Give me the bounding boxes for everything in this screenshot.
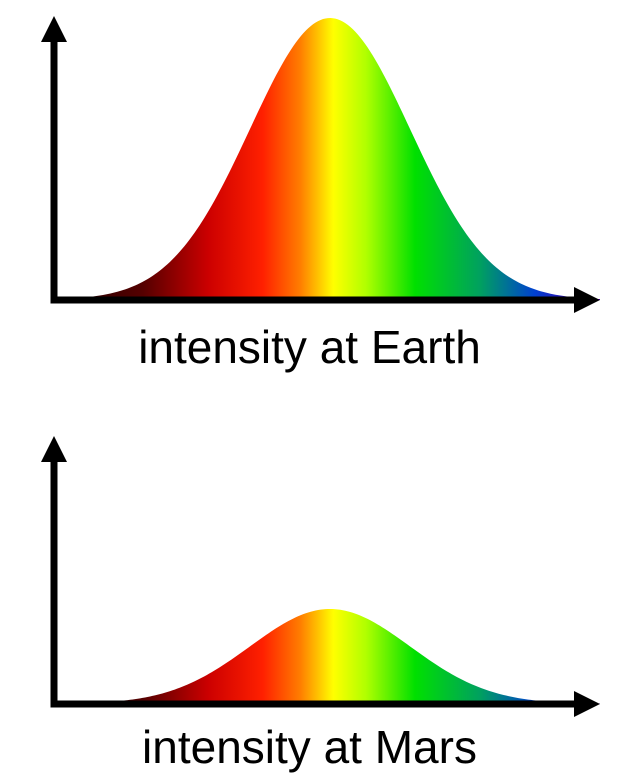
spectrum-area [56,609,600,704]
intensity-chart-earth [0,0,619,320]
chart-panel-earth: intensity at Earth [0,0,619,374]
spectrum-area [56,18,600,300]
intensity-chart-mars [0,420,619,720]
chart-panel-mars: intensity at Mars [0,420,619,774]
caption-mars: intensity at Mars [0,720,619,774]
caption-earth: intensity at Earth [0,320,619,374]
